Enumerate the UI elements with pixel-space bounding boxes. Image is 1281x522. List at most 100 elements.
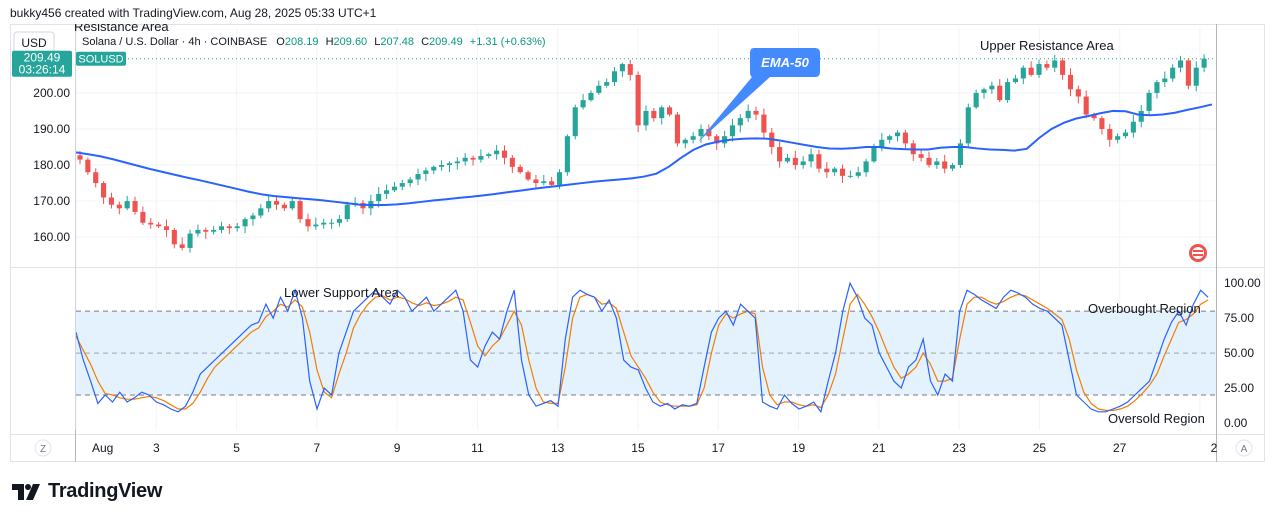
candle-body [1005,82,1011,101]
candle-body [564,136,570,173]
candle [1122,129,1129,139]
candle [989,81,995,94]
candle-body [879,139,885,147]
annotation-overbought: Overbought Region [1088,301,1201,316]
candle-body [737,118,743,126]
candle [533,174,539,190]
candle-body [682,139,688,144]
stochastic-tick-label: 75.00 [1224,311,1254,325]
candle-body [942,161,948,169]
candle-body [242,219,248,227]
candle [1138,104,1144,128]
candle-body [619,64,625,72]
candle [195,224,201,237]
candle [1130,115,1136,138]
candle [336,215,342,227]
candle [250,212,256,226]
price-tick-label: 170.00 [33,194,70,208]
candle-body [85,159,91,173]
candle-body [1083,96,1089,115]
candle [1107,124,1113,147]
tradingview-logo-text: TradingView [48,480,163,502]
timezone-button-label: Z [40,444,46,455]
time-tick-label: 21 [872,441,886,455]
candle [1044,60,1050,71]
time-tick-label: 27 [1113,441,1127,455]
candle [769,127,775,155]
candle [1067,68,1074,97]
candle-body [957,143,963,166]
last-price-value: 209.49 [24,51,61,65]
candle-body [1177,60,1184,68]
candle [321,218,327,229]
candle [1012,74,1019,84]
candle [501,145,508,165]
candle [745,104,751,122]
ema-50-line [76,103,1213,207]
candle-body [124,201,130,209]
candle [1028,61,1034,77]
candle-body [273,201,280,205]
candle [439,160,445,171]
candle-body [1185,60,1191,86]
candle [203,227,209,239]
tradingview-logo-icon [12,483,40,500]
candle [494,145,500,160]
candle [957,139,963,168]
candle-body [501,150,508,158]
candle-body [1091,114,1097,119]
candle-body [1067,74,1074,90]
candle-body [486,154,492,157]
auto-scale-button[interactable] [1235,439,1253,457]
candle [926,151,932,168]
candle-body [179,244,185,248]
candle-body [973,92,979,108]
chart-caption: bukky456 created with TradingView.com, A… [10,6,377,20]
timezone-button[interactable] [34,439,52,457]
candle-body [549,181,555,185]
candle [305,213,311,232]
candle-body [1107,128,1113,140]
candle-body [651,110,657,119]
legend-high: 209.60 [334,36,368,48]
candle-body [1012,78,1019,83]
candle [258,204,264,219]
candle-body [674,114,680,144]
candle [124,195,130,211]
chart-canvas[interactable]: 160.00 170.00 180.00 190.00 200.00 0.00 25.00… [10,24,1265,462]
candle [682,138,688,149]
candle [737,114,743,133]
candle-body [824,168,830,173]
candle-body [1044,64,1050,68]
candle [965,103,971,148]
candle [328,218,335,230]
candle-body [93,172,99,184]
candle [729,118,736,142]
candle-body [800,161,806,166]
price-tick-label: 160.00 [33,230,70,244]
candle-body [816,154,822,169]
candle-body [281,204,287,209]
candle-body [808,154,814,162]
candle [391,182,397,192]
candle [706,124,712,141]
candle-body [509,157,515,167]
candle [415,168,421,186]
candle [753,106,759,121]
candle-body [297,201,303,220]
price-tick-label: 190.00 [33,122,70,136]
candle-body [997,85,1003,101]
time-axis: Aug 3 5 7 9 11 13 15 17 19 21 23 25 27 2 [92,441,1218,455]
candle [800,156,806,169]
candle [1115,133,1121,144]
candle [619,62,625,78]
price-tick-label: 180.00 [33,158,70,172]
symbol-tag-label: SOLUSD [78,54,123,66]
symbol-tag [76,51,126,66]
flag-icon[interactable] [1189,244,1207,262]
candle [85,157,91,176]
ema-callout: EMA-50 [698,48,820,142]
candle-body [580,100,586,108]
candle [140,206,146,226]
candle [1052,54,1058,72]
